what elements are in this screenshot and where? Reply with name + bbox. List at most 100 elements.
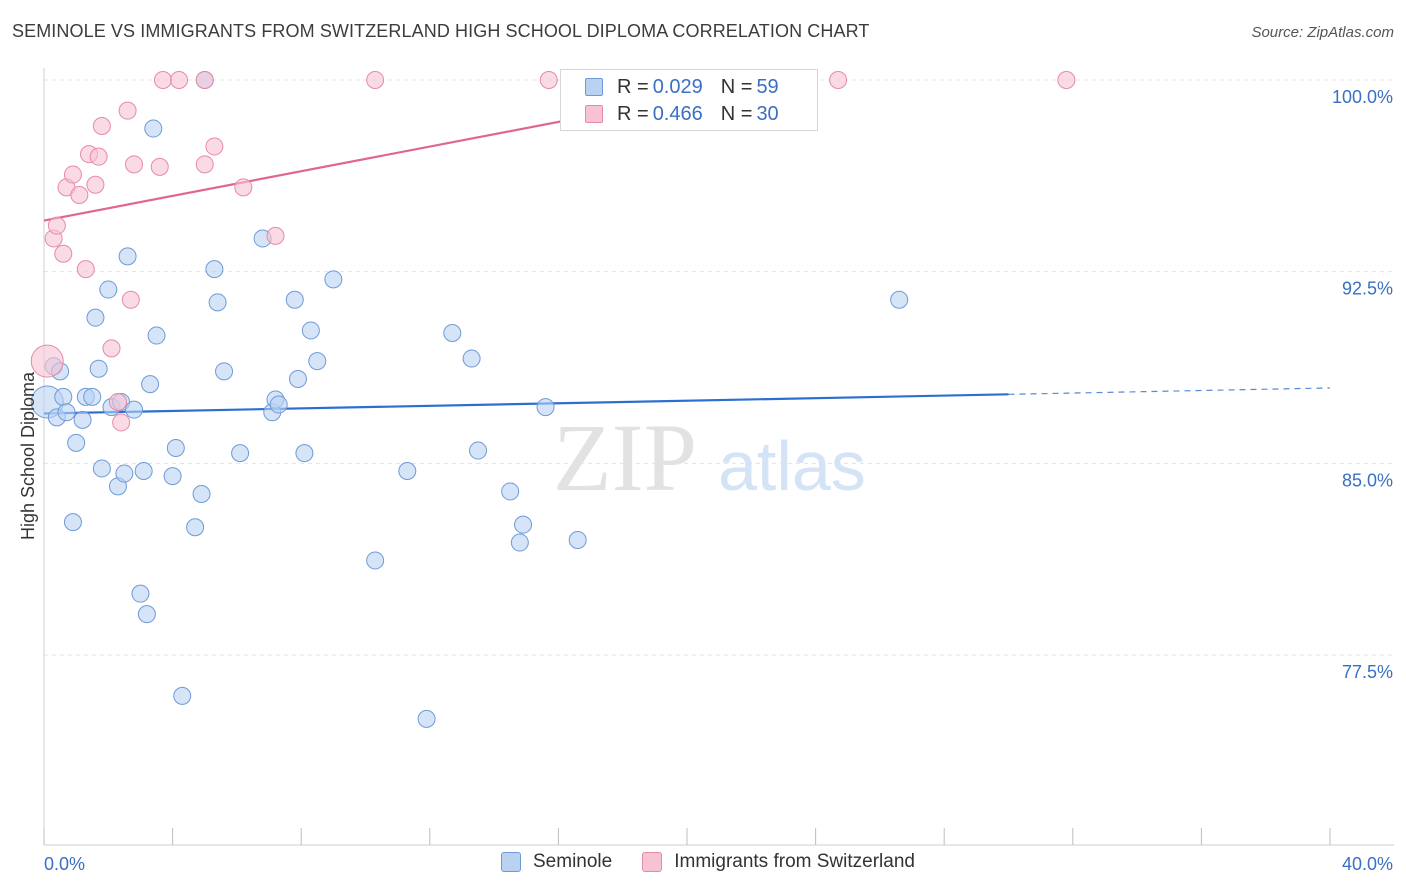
seminole-point [73, 410, 92, 429]
swiss-point [539, 71, 558, 89]
seminole-point [144, 119, 163, 138]
swiss-legend-swatch [642, 852, 663, 872]
watermark: ZIP atlas [553, 404, 866, 511]
stats-legend: R = 0.029 N = 59 R = 0.466 N = 30 [560, 69, 818, 131]
r-label: R = [617, 102, 649, 125]
seminole-point [366, 551, 385, 570]
swiss-point [1057, 71, 1076, 89]
seminole-point [536, 398, 555, 417]
swiss-point [125, 155, 144, 174]
swiss-point [205, 137, 224, 156]
swiss-point [234, 178, 253, 197]
seminole-trend-extension [1008, 387, 1331, 395]
seminole-point [215, 362, 234, 381]
n-label: N = [720, 102, 753, 125]
seminole-point [137, 605, 156, 624]
seminole-legend-swatch [501, 852, 521, 872]
seminole-point [308, 352, 327, 371]
swiss-n-value: 30 [756, 102, 779, 125]
seminole-point [57, 403, 76, 422]
chart-title: SEMINOLE VS IMMIGRANTS FROM SWITZERLAND … [12, 21, 870, 41]
swiss-point [118, 101, 137, 120]
swiss-point [112, 413, 131, 432]
n-label: N = [720, 75, 753, 98]
swiss-point [121, 290, 140, 309]
seminole-point [269, 395, 288, 414]
stats-row-swiss: R = 0.466 N = 30 [585, 102, 797, 126]
points-layer [30, 71, 1076, 728]
swiss-point [30, 344, 64, 378]
seminole-point [501, 482, 520, 501]
watermark-atlas: atlas [718, 427, 866, 505]
seminole-point [115, 464, 134, 483]
swiss-point [108, 393, 127, 411]
grid-layer [44, 79, 1394, 656]
seminole-point [301, 321, 320, 340]
seminole-swatch [585, 78, 603, 96]
seminole-point [398, 462, 417, 480]
y-tick-label: 92.5% [1342, 279, 1393, 299]
seminole-point [83, 387, 102, 406]
seminole-point [118, 247, 137, 266]
seminole-point [443, 324, 462, 342]
x-tick-label-max: 40.0% [1342, 854, 1393, 874]
axis-layer: 77.5% 85.0% 92.5% 100.0% 0.0% 40.0% [43, 68, 1394, 874]
swiss-point [47, 216, 66, 235]
seminole-point [417, 709, 436, 728]
seminole-point [147, 326, 166, 345]
swiss-r-value: 0.466 [652, 102, 703, 125]
seminole-point [92, 459, 111, 478]
seminole-point [131, 584, 150, 603]
seminole-point [67, 433, 86, 452]
series-legend: Seminole Immigrants from Switzerland [501, 851, 945, 873]
seminole-point [166, 439, 185, 457]
seminole-point [462, 349, 481, 368]
swiss-point [63, 165, 82, 184]
swiss-point [89, 147, 108, 166]
swiss-point [170, 71, 189, 89]
seminole-point [510, 533, 529, 552]
seminole-point [205, 260, 224, 279]
legend-item-swiss[interactable]: Immigrants from Switzerland [642, 851, 915, 873]
y-tick-label: 100.0% [1332, 87, 1393, 107]
seminole-point [231, 444, 250, 463]
swiss-point [195, 71, 214, 89]
seminole-point [63, 513, 82, 532]
seminole-point [295, 444, 314, 463]
swiss-point [102, 339, 121, 358]
legend-item-seminole[interactable]: Seminole [501, 851, 612, 873]
y-tick-label: 77.5% [1342, 662, 1393, 682]
y-axis-title: High School Diploma [18, 371, 38, 540]
swiss-point [150, 157, 169, 176]
y-tick-label: 85.0% [1342, 470, 1393, 490]
seminole-point [288, 370, 307, 388]
seminole-point [186, 518, 205, 537]
seminole-point [285, 290, 304, 309]
legend-label-swiss: Immigrants from Switzerland [674, 851, 915, 872]
seminole-point [134, 462, 153, 480]
seminole-point [173, 686, 192, 705]
seminole-point [890, 290, 909, 309]
seminole-point [141, 375, 160, 394]
seminole-point [324, 270, 343, 289]
seminole-r-value: 0.029 [652, 75, 703, 98]
seminole-point [208, 293, 227, 312]
swiss-point [86, 175, 105, 194]
stats-row-seminole: R = 0.029 N = 59 [585, 75, 797, 99]
seminole-point [89, 359, 108, 378]
r-label: R = [617, 75, 649, 98]
swiss-point [70, 186, 89, 204]
swiss-swatch [585, 105, 603, 123]
x-tick-label-min: 0.0% [44, 854, 85, 874]
seminole-trend-line [43, 393, 1009, 415]
seminole-point [99, 280, 118, 299]
seminole-n-value: 59 [756, 75, 779, 98]
swiss-point [92, 117, 111, 135]
swiss-point [266, 226, 285, 245]
seminole-point [163, 467, 182, 486]
source-label: Source: ZipAtlas.com [1251, 24, 1394, 41]
swiss-point [366, 71, 385, 89]
swiss-point [195, 155, 214, 174]
swiss-point [54, 244, 73, 263]
